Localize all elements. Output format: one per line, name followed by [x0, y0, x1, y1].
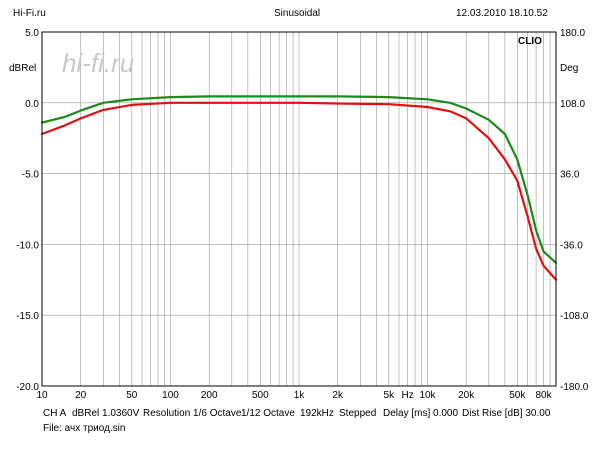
footer-file: File: ачх триод.sin [43, 423, 126, 434]
y-tick-label-left: -10.0 [16, 240, 39, 251]
footer-step: 1/12 Octave [241, 408, 295, 419]
x-tick-label: 10 [36, 390, 48, 401]
x-tick-label: 20 [75, 390, 87, 401]
header-mode: Sinusoidal [274, 8, 321, 19]
x-tick-label: Hz [401, 390, 413, 401]
y-tick-label-right: 180.0 [560, 28, 585, 39]
y-tick-label-left: -20.0 [16, 382, 39, 393]
x-tick-label: 1k [294, 390, 306, 401]
y-tick-label-right: -180.0 [560, 382, 589, 393]
y-tick-label-right: -108.0 [560, 311, 589, 322]
x-tick-label: 10k [419, 390, 436, 401]
x-tick-label: 2k [332, 390, 344, 401]
x-tick-label: 100 [162, 390, 179, 401]
x-tick-label: 50k [509, 390, 526, 401]
y-tick-label-left: -5.0 [22, 170, 40, 181]
footer-channel: CH A [43, 408, 67, 419]
y-tick-label-left: 5.0 [25, 28, 39, 39]
plot-frame [41, 31, 557, 387]
footer-sample-rate: 192kHz [300, 408, 334, 419]
footer-reference: dBRel 1.0360V [72, 408, 140, 419]
y-tick-label-right: 36.0 [560, 170, 580, 181]
header-site: Hi-Fi.ru [13, 8, 46, 19]
y-axis-left-unit: dBRel [9, 63, 36, 74]
y-tick-label-left: 0.0 [25, 99, 39, 110]
y-tick-label-left: -15.0 [16, 311, 39, 322]
y-tick-label-right: -36.0 [560, 240, 583, 251]
footer-sweep: Stepped [339, 408, 377, 419]
x-tick-label: 50 [126, 390, 138, 401]
x-tick-label: 500 [252, 390, 269, 401]
clio-brand-label: CLIO [518, 36, 542, 47]
x-tick-label: 20k [458, 390, 475, 401]
footer-resolution: Resolution 1/6 Octave [143, 408, 242, 419]
chart-grid [42, 32, 556, 386]
footer-dist-rise: Dist Rise [dB] 30.00 [462, 408, 551, 419]
series-line-red [40, 101, 558, 281]
x-tick-label: 5k [384, 390, 396, 401]
series-line-green [40, 95, 558, 264]
y-tick-label-right: 108.0 [560, 99, 585, 110]
x-tick-label: 200 [201, 390, 218, 401]
footer-delay: Delay [ms] 0.000 [383, 408, 459, 419]
header-datetime: 12.03.2010 18.10.52 [456, 8, 548, 19]
axis-ticks: 10 20 50 100 200 500 1k 2k 5k Hz 10k 20k 50k 80k 5.0 0.… [16, 28, 589, 401]
series-lines [40, 95, 558, 281]
x-tick-label: 80k [535, 390, 552, 401]
y-axis-right-unit: Deg [560, 63, 578, 74]
watermark-logo: hi-fi.ru [62, 48, 134, 78]
